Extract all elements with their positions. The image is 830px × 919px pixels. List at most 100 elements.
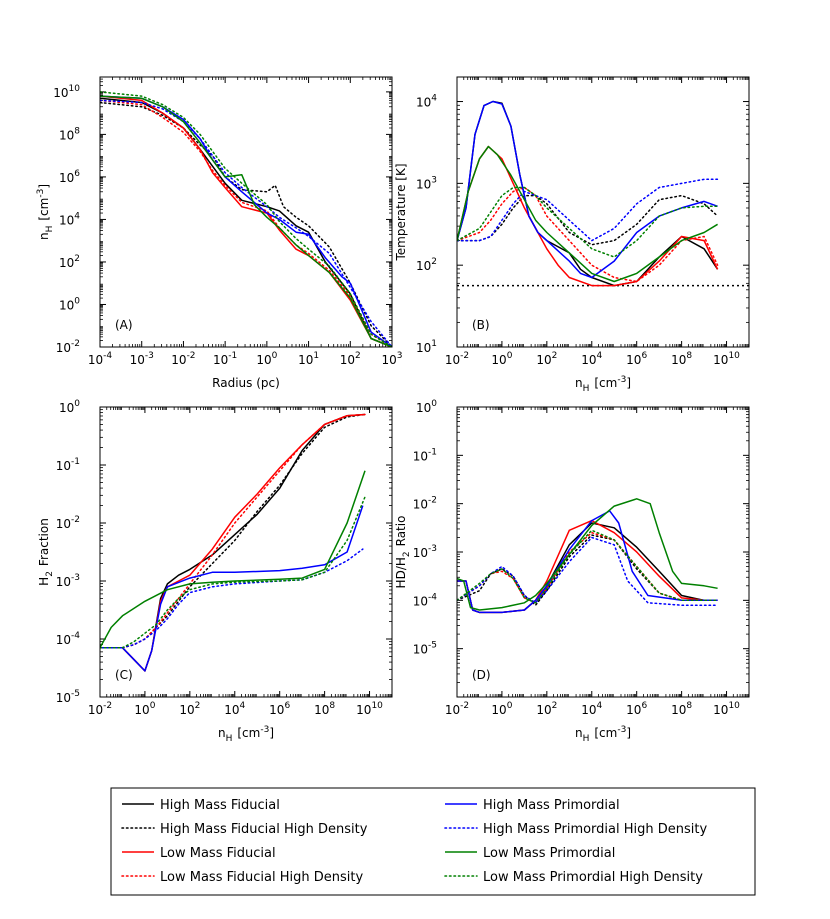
y-tick-exponent: -2 bbox=[428, 496, 437, 506]
x-axis-label-unit-end: ] bbox=[269, 726, 274, 740]
y-tick-label: 10-2 bbox=[413, 496, 437, 512]
x-tick-label: 102 bbox=[536, 351, 557, 367]
x-tick-label: 1010 bbox=[356, 701, 383, 717]
legend: High Mass Fiducial High Mass Fiducial Hig… bbox=[110, 787, 756, 896]
series-line-lmfhd bbox=[100, 413, 366, 649]
panel-label: (D) bbox=[472, 668, 491, 682]
y-tick-label: 10-1 bbox=[413, 447, 437, 463]
x-tick-label: 10-2 bbox=[88, 701, 112, 717]
legend-label-hmf: High Mass Fiducial bbox=[160, 798, 280, 813]
series-line-hmp bbox=[100, 95, 392, 347]
x-tick-exponent: 2 bbox=[355, 351, 361, 361]
y-axis-label-main: Temperature [K] bbox=[394, 163, 408, 261]
series-line-lmp bbox=[100, 95, 392, 347]
x-tick-exponent: 0 bbox=[507, 701, 513, 711]
x-tick-exponent: 0 bbox=[272, 351, 278, 361]
y-tick-label: 10-4 bbox=[56, 631, 81, 647]
y-tick-label: 100 bbox=[416, 399, 437, 415]
x-tick-exponent: 10 bbox=[728, 701, 740, 711]
y-axis-label-tail: Fraction bbox=[37, 518, 51, 566]
x-tick-exponent: 6 bbox=[641, 351, 647, 361]
x-tick-exponent: 0 bbox=[507, 351, 513, 361]
x-tick-label: 10-1 bbox=[213, 351, 237, 367]
series-line-lmphd bbox=[457, 186, 719, 258]
plot-frame bbox=[99, 76, 393, 348]
plot-frame bbox=[99, 406, 393, 698]
series-line-lmfhd bbox=[100, 99, 392, 347]
y-axis-label-unit-sup: -3 bbox=[36, 189, 46, 198]
x-tick-label: 100 bbox=[491, 701, 512, 717]
x-tick-label: 10-4 bbox=[88, 351, 113, 367]
series-line-lmp bbox=[457, 145, 718, 283]
x-tick-exponent: 2 bbox=[195, 701, 201, 711]
series-line-hmfhd bbox=[100, 413, 366, 649]
series-line-lmphd bbox=[457, 529, 719, 604]
x-tick-label: 10-2 bbox=[171, 351, 195, 367]
y-tick-exponent: -3 bbox=[428, 544, 437, 554]
y-tick-exponent: -1 bbox=[71, 457, 80, 467]
series-line-hmf bbox=[457, 100, 719, 287]
x-axis-label-unit: [cm bbox=[594, 376, 617, 390]
y-tick-label: 102 bbox=[416, 257, 437, 273]
y-tick-label: 104 bbox=[59, 211, 80, 227]
panel-label: (C) bbox=[115, 668, 133, 682]
y-tick-exponent: 3 bbox=[431, 175, 437, 185]
x-axis-label-main: n bbox=[575, 376, 583, 390]
y-tick-exponent: -5 bbox=[71, 689, 80, 699]
x-tick-label: 101 bbox=[298, 351, 319, 367]
x-tick-exponent: 1 bbox=[313, 351, 319, 361]
x-axis-label-main: n bbox=[218, 726, 226, 740]
y-tick-exponent: -2 bbox=[71, 339, 80, 349]
y-tick-exponent: 10 bbox=[69, 84, 81, 94]
x-axis-label-unit-end: ] bbox=[626, 726, 631, 740]
y-tick-exponent: -3 bbox=[71, 573, 80, 583]
y-tick-exponent: 6 bbox=[74, 169, 80, 179]
x-tick-label: 1010 bbox=[713, 701, 740, 717]
y-tick-label: 10-5 bbox=[413, 641, 437, 657]
x-tick-label: 104 bbox=[581, 351, 602, 367]
panel-label: (A) bbox=[115, 318, 133, 332]
series-line-lmf bbox=[100, 95, 392, 347]
y-axis-label-unit-end: ] bbox=[37, 184, 51, 189]
y-tick-label: 101 bbox=[416, 339, 437, 355]
x-tick-label: 1010 bbox=[713, 351, 740, 367]
x-tick-label: 104 bbox=[581, 701, 602, 717]
y-tick-exponent: 2 bbox=[431, 257, 437, 267]
y-tick-label: 100 bbox=[59, 296, 80, 312]
y-tick-exponent: 4 bbox=[74, 211, 80, 221]
panel-label: (B) bbox=[472, 318, 490, 332]
series-line-hmfhd bbox=[457, 194, 719, 246]
legend-label-lmf: Low Mass Fiducial bbox=[160, 846, 276, 861]
x-tick-exponent: 10 bbox=[728, 351, 740, 361]
y-tick-exponent: -4 bbox=[71, 631, 80, 641]
panel-4: 10-2 100 102 104 106 108 101010-510-410-310-21… bbox=[394, 399, 750, 744]
x-tick-label: 100 bbox=[491, 351, 512, 367]
series-line-lmfhd bbox=[457, 186, 719, 283]
y-tick-exponent: -5 bbox=[428, 641, 437, 651]
x-tick-exponent: 0 bbox=[150, 701, 156, 711]
legend-label-hmp: High Mass Primordial bbox=[483, 798, 620, 813]
y-tick-exponent: 1 bbox=[431, 339, 437, 349]
y-tick-exponent: 0 bbox=[74, 399, 80, 409]
x-tick-label: 100 bbox=[134, 701, 155, 717]
y-tick-label: 103 bbox=[416, 175, 437, 191]
legend-box bbox=[110, 787, 756, 896]
y-tick-exponent: 4 bbox=[431, 94, 437, 104]
y-axis-label-main: H bbox=[37, 577, 51, 586]
y-axis-label-sub: 2 bbox=[45, 571, 55, 577]
plot-frame bbox=[456, 76, 750, 348]
x-axis-label-sub: H bbox=[226, 734, 233, 744]
legend-label-lmphd: Low Mass Primordial High Density bbox=[483, 870, 703, 885]
x-tick-exponent: 4 bbox=[240, 701, 246, 711]
y-tick-label: 10-5 bbox=[56, 689, 80, 705]
legend-label-hmfhd: High Mass Fiducial High Density bbox=[160, 822, 368, 837]
x-tick-label: 100 bbox=[256, 351, 277, 367]
x-axis-label-unit-end: ] bbox=[626, 376, 631, 390]
x-tick-label: 102 bbox=[179, 701, 200, 717]
x-tick-exponent: -3 bbox=[145, 351, 154, 361]
x-tick-label: 102 bbox=[340, 351, 361, 367]
y-tick-exponent: 0 bbox=[431, 399, 437, 409]
y-tick-exponent: -2 bbox=[71, 515, 80, 525]
y-tick-exponent: -1 bbox=[428, 447, 437, 457]
